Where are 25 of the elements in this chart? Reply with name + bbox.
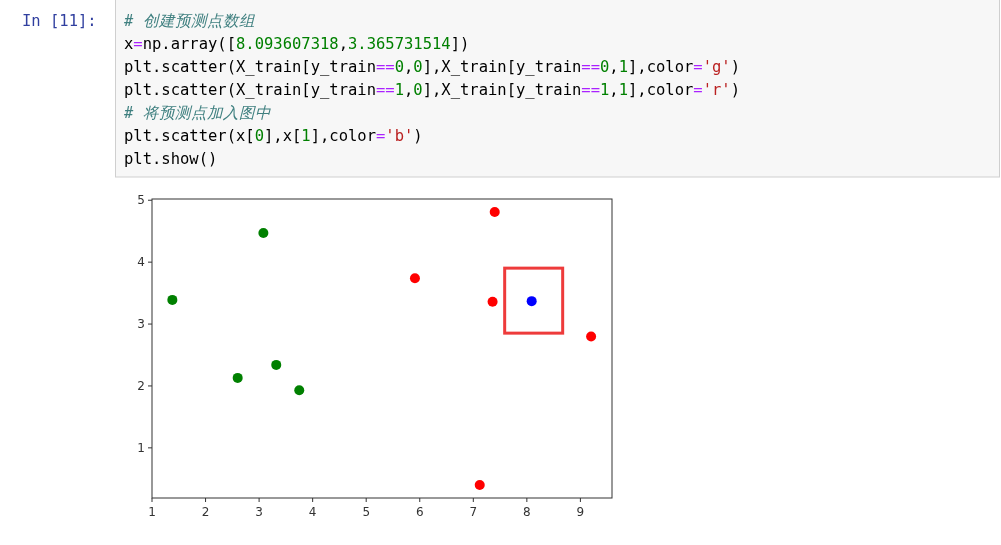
x-tick-label: 1 [148, 505, 156, 519]
y-tick-label: 5 [137, 193, 145, 208]
x-tick-label: 2 [201, 505, 210, 519]
point [258, 228, 269, 239]
point [232, 372, 243, 383]
point [294, 385, 305, 396]
x-tick-label: 6 [415, 505, 424, 519]
x-tick-label: 3 [255, 505, 263, 519]
point [409, 273, 420, 284]
y-tick-label: 1 [137, 440, 145, 455]
y-tick-label: 4 [137, 255, 145, 270]
x-tick-label: 4 [308, 505, 317, 519]
x-tick-label: 9 [576, 505, 585, 519]
point [167, 294, 178, 305]
x-tick-label: 5 [362, 505, 371, 519]
y-tick-label: 2 [137, 378, 145, 393]
point [586, 331, 597, 342]
code-cell: In [11]: # 创建预测点数组 x=np.array([8.093607318,3.365731514]) plt.scatter(X_train[y_train==0,0],X_train[y_train==0,1],color='g') plt.scatter(X_train[y_train==1,0],X_train[y_train==1,1],color='r') # 将预测点加入图中 plt.scatter(x[0],x[1],color='b') plt.show() [22, 0, 1000, 178]
x-tick-label: 7 [469, 505, 478, 519]
point [474, 480, 485, 490]
x-tick-label: 8 [523, 505, 531, 519]
point [271, 359, 282, 370]
point [489, 207, 500, 217]
y-tick-label: 3 [137, 317, 145, 332]
point [487, 296, 498, 307]
